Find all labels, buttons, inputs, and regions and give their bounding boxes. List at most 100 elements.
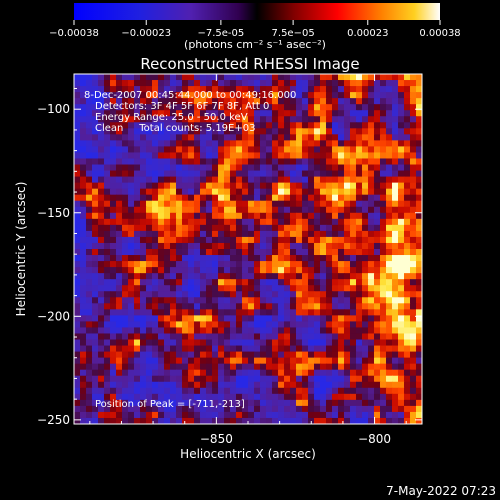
heatmap-cell (344, 170, 351, 178)
heatmap-cell (374, 369, 381, 377)
heatmap-cell (410, 200, 417, 208)
heatmap-cell (338, 405, 345, 413)
heatmap-cell (152, 104, 159, 111)
heatmap-cell (194, 170, 201, 178)
heatmap-cell (302, 393, 309, 401)
heatmap-cell (80, 98, 87, 105)
heatmap-cell (344, 194, 351, 202)
heatmap-cell (164, 200, 171, 208)
heatmap-cell (248, 339, 255, 347)
heatmap-cell (266, 393, 273, 401)
heatmap-cell (386, 182, 393, 190)
heatmap-cell (152, 116, 159, 123)
heatmap-cell (158, 315, 165, 323)
heatmap-cell (254, 182, 261, 190)
heatmap-cell (200, 218, 207, 226)
heatmap-cell (386, 417, 393, 424)
heatmap-cell (404, 236, 411, 244)
heatmap-cell (392, 255, 399, 262)
heatmap-cell (266, 303, 273, 310)
heatmap-cell (392, 327, 399, 335)
heatmap-cell (296, 218, 303, 226)
heatmap-cell (98, 393, 105, 401)
heatmap-cell (134, 351, 141, 359)
heatmap-cell (140, 273, 147, 280)
heatmap-cell (416, 80, 422, 87)
heatmap-cell (242, 98, 249, 105)
heatmap-cell (218, 194, 225, 202)
heatmap-cell (128, 170, 135, 178)
heatmap-cell (320, 116, 327, 123)
heatmap-cell (272, 327, 279, 335)
heatmap-cell (242, 345, 249, 353)
heatmap-cell (374, 164, 381, 172)
heatmap-cell (362, 92, 369, 99)
heatmap-cell (380, 86, 387, 93)
heatmap-cell (356, 236, 363, 244)
heatmap-cell (218, 236, 225, 244)
heatmap-cell (140, 417, 147, 424)
heatmap-cell (206, 315, 213, 323)
heatmap-cell (266, 417, 273, 424)
heatmap-cell (260, 92, 267, 99)
heatmap-cell (236, 164, 243, 172)
heatmap-cell (152, 242, 159, 250)
heatmap-cell (212, 176, 219, 184)
heatmap-cell (332, 387, 339, 395)
heatmap-cell (302, 369, 309, 377)
heatmap-cell (104, 345, 111, 353)
heatmap-cell (302, 345, 309, 353)
heatmap-cell (320, 98, 327, 105)
heatmap-cell (188, 224, 195, 232)
heatmap-cell (176, 104, 183, 111)
heatmap-cell (326, 218, 333, 226)
heatmap-cell (230, 399, 237, 407)
heatmap-cell (266, 351, 273, 359)
heatmap-cell (278, 345, 285, 353)
heatmap-cell (416, 261, 422, 268)
heatmap-cell (356, 249, 363, 256)
heatmap-cell (134, 122, 141, 129)
heatmap-cell (140, 267, 147, 274)
heatmap-cell (362, 321, 369, 329)
heatmap-cell (236, 309, 243, 316)
heatmap-cell (272, 98, 279, 105)
heatmap-cell (416, 170, 422, 178)
heatmap-cell (398, 393, 405, 401)
heatmap-cell (398, 321, 405, 329)
heatmap-cell (176, 218, 183, 226)
heatmap-cell (416, 242, 422, 250)
heatmap-cell (206, 297, 213, 304)
heatmap-cell (212, 182, 219, 190)
heatmap-cell (362, 285, 369, 292)
heatmap-cell (86, 134, 93, 141)
heatmap-cell (266, 236, 273, 244)
heatmap-cell (104, 200, 111, 208)
heatmap-cell (122, 255, 129, 262)
heatmap-cell (386, 255, 393, 262)
heatmap-cell (320, 230, 327, 238)
heatmap-cell (380, 351, 387, 359)
heatmap-cell (248, 158, 255, 166)
heatmap-cell (374, 363, 381, 371)
heatmap-cell (344, 230, 351, 238)
heatmap-cell (176, 357, 183, 365)
heatmap-cell (170, 405, 177, 413)
heatmap-cell (260, 369, 267, 377)
heatmap-cell (116, 255, 123, 262)
heatmap-cell (302, 182, 309, 190)
heatmap-cell (92, 86, 99, 93)
heatmap-cell (104, 140, 111, 148)
heatmap-cell (176, 134, 183, 141)
heatmap-cell (122, 128, 129, 135)
heatmap-cell (176, 339, 183, 347)
heatmap-cell (320, 110, 327, 117)
heatmap-cell (398, 291, 405, 298)
heatmap-cell (140, 291, 147, 298)
heatmap-cell (326, 249, 333, 256)
heatmap-cell (182, 291, 189, 298)
heatmap-cell (206, 387, 213, 395)
heatmap-cell (314, 255, 321, 262)
heatmap-cell (242, 261, 249, 268)
heatmap-cell (350, 297, 357, 304)
